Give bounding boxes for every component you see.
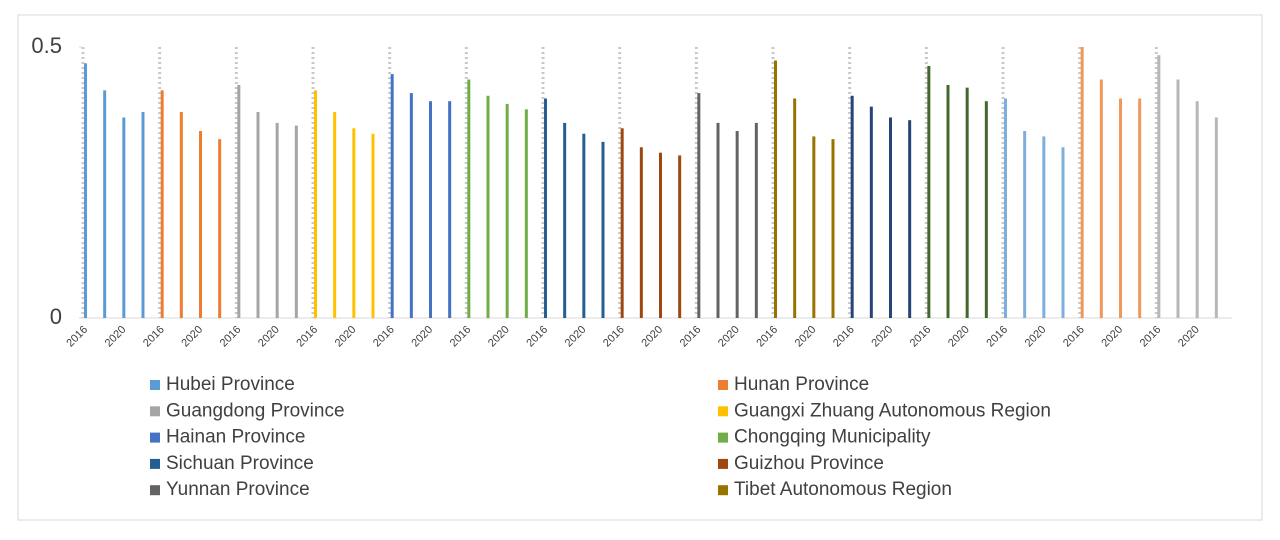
bar — [1042, 136, 1046, 318]
bar — [716, 122, 720, 318]
bar — [582, 133, 586, 318]
bar — [352, 128, 356, 318]
bar — [1214, 117, 1218, 319]
legend-swatch — [718, 485, 728, 496]
bar — [1099, 79, 1103, 319]
bar — [141, 112, 145, 318]
bar — [237, 84, 241, 318]
bar — [831, 139, 835, 318]
legend-label: Hubei Province — [166, 374, 295, 395]
legend-swatch — [150, 380, 160, 390]
legend-swatch — [150, 432, 160, 443]
legend-label: Guizhou Province — [734, 453, 884, 474]
bar — [160, 90, 164, 318]
legend-label: Guangxi Zhuang Autonomous Region — [734, 400, 1051, 421]
bar — [486, 95, 490, 318]
bar — [793, 98, 797, 319]
bar — [754, 122, 758, 318]
bar — [601, 141, 605, 318]
bar — [889, 117, 892, 319]
bar — [620, 128, 624, 318]
legend-swatch — [150, 406, 160, 417]
bar — [563, 122, 567, 318]
bar — [678, 155, 682, 318]
legend-label: Hunan Province — [734, 374, 869, 395]
legend-swatch — [718, 406, 728, 417]
bar — [544, 98, 547, 319]
bar — [275, 122, 279, 318]
bar — [735, 131, 739, 318]
bar — [869, 106, 873, 319]
bar — [314, 90, 317, 318]
bar — [1138, 98, 1142, 319]
legend-label: Guangdong Province — [166, 400, 345, 421]
legend-label: Chongqing Municipality — [734, 427, 931, 448]
bar — [659, 152, 662, 318]
y-tick-label: 0.5 — [31, 33, 62, 58]
bar — [505, 103, 509, 318]
legend-label: Tibet Autonomous Region — [734, 479, 952, 500]
bar — [1176, 79, 1180, 319]
bar — [390, 74, 394, 318]
bar — [639, 147, 643, 318]
legend-label: Yunnan Province — [166, 479, 310, 500]
y-tick-label: 0 — [50, 304, 62, 329]
bar — [199, 131, 202, 318]
bar — [1023, 131, 1027, 318]
bar — [122, 117, 126, 319]
bar — [218, 139, 222, 318]
bar — [946, 84, 950, 318]
legend-swatch — [718, 458, 728, 469]
bar — [697, 93, 701, 318]
bar — [371, 133, 375, 318]
bar — [256, 112, 260, 318]
legend-label: Sichuan Province — [166, 453, 314, 474]
bar — [84, 63, 87, 319]
legend-swatch — [150, 458, 160, 469]
bar — [1061, 147, 1065, 318]
bar — [984, 101, 988, 318]
bar — [1119, 98, 1122, 319]
bar — [429, 101, 432, 318]
bar — [179, 112, 183, 318]
bar — [294, 125, 298, 318]
legend-swatch — [718, 432, 728, 443]
bar — [965, 87, 969, 319]
bar — [1080, 47, 1084, 318]
bar — [812, 136, 816, 318]
bar — [1195, 101, 1199, 318]
bar — [1157, 55, 1161, 318]
legend-label: Hainan Province — [166, 427, 305, 448]
bar — [927, 65, 931, 318]
bar — [850, 95, 854, 318]
bar — [448, 101, 452, 318]
legend-swatch — [150, 485, 160, 496]
bar — [1004, 98, 1007, 319]
bar — [467, 79, 471, 319]
bar — [333, 112, 337, 318]
bar — [524, 109, 528, 318]
bar — [409, 93, 413, 318]
bar — [908, 120, 912, 318]
bar — [103, 90, 107, 318]
legend-swatch — [718, 380, 728, 390]
bar — [774, 60, 777, 319]
